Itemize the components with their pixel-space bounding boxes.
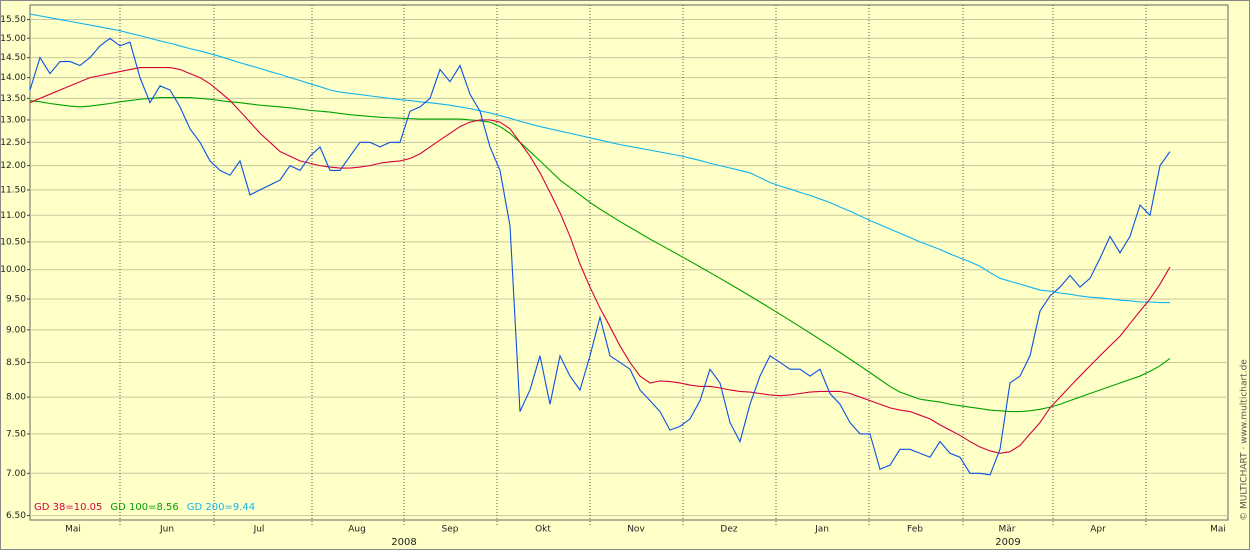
x-tick-label: Nov — [627, 525, 645, 535]
y-tick-label: 9.00 — [6, 325, 26, 335]
y-tick-label: 10.00 — [0, 265, 26, 275]
y-tick-label: 8.50 — [6, 358, 26, 368]
legend-entry: GD 100=8.56 — [110, 502, 178, 513]
year-label: 2009 — [995, 537, 1020, 548]
x-tick-label: Jul — [253, 525, 265, 535]
watermark: © MULTICHART · www.multichart.de — [1240, 359, 1250, 521]
x-tick-label: Mär — [999, 525, 1016, 535]
x-tick-label: Jun — [159, 525, 174, 535]
y-tick-label: 12.00 — [0, 161, 26, 171]
y-tick-label: 8.00 — [6, 393, 26, 403]
legend-entry: GD 200=9.44 — [187, 502, 255, 513]
legend-entry: GD 38=10.05 — [34, 502, 102, 513]
x-tick-label: Mai — [65, 525, 81, 535]
y-tick-label: 6.50 — [6, 511, 26, 521]
series-line — [29, 97, 1171, 413]
y-tick-label: 7.50 — [6, 429, 26, 439]
y-tick-label: 15.00 — [0, 34, 26, 44]
x-tick-label: Sep — [442, 525, 459, 535]
x-tick-label: Okt — [535, 525, 551, 535]
y-tick-label: 10.50 — [0, 237, 26, 247]
x-tick-label: Mai — [1210, 525, 1226, 535]
x-tick-label: Aug — [348, 525, 366, 535]
y-tick-label: 13.50 — [0, 94, 26, 104]
y-tick-label: 11.50 — [0, 185, 26, 195]
x-tick-label: Apr — [1090, 525, 1106, 535]
y-tick-label: 11.00 — [0, 211, 26, 221]
y-tick-label: 7.00 — [6, 469, 26, 479]
x-tick-label: Dez — [720, 525, 737, 535]
plot-area — [29, 4, 1229, 521]
y-tick-label: 14.50 — [0, 53, 26, 63]
series-line — [29, 13, 1170, 304]
y-tick-label: 13.00 — [0, 115, 26, 125]
year-label: 2008 — [391, 537, 416, 548]
x-tick-label: Feb — [907, 525, 923, 535]
y-tick-label: 14.00 — [0, 73, 26, 83]
x-tick-label: Jan — [814, 525, 829, 535]
series-line — [29, 37, 1171, 476]
y-tick-label: 15.50 — [0, 15, 26, 25]
y-tick-label: 9.50 — [6, 294, 26, 304]
y-tick-label: 12.50 — [0, 138, 26, 148]
series-line — [29, 66, 1171, 454]
